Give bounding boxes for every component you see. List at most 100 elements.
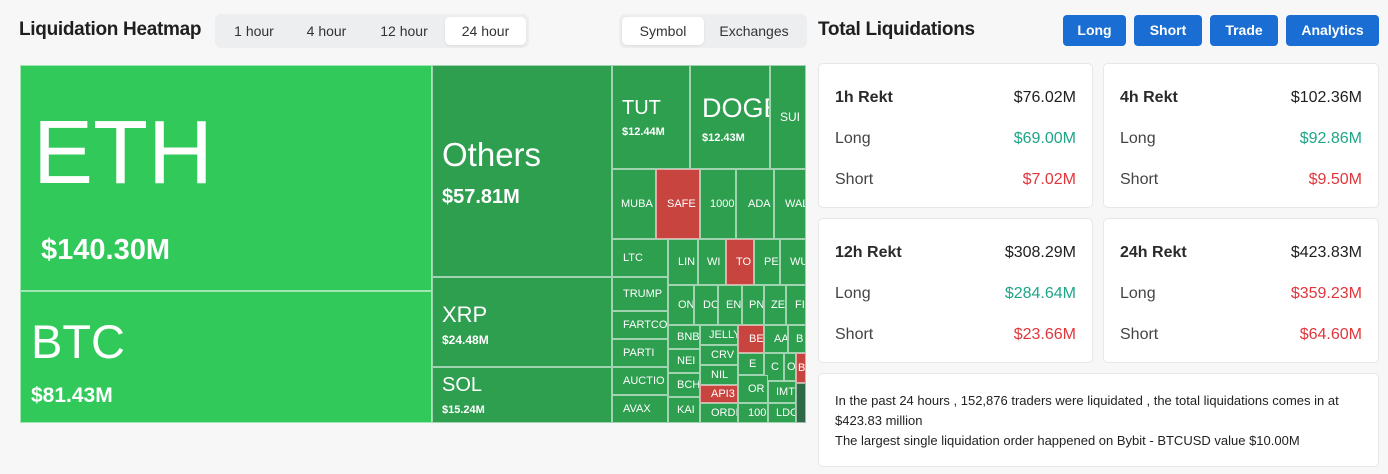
tab-4-hour[interactable]: 4 hour: [306, 23, 347, 39]
tile-fi[interactable]: FI: [786, 285, 806, 325]
tile-avax[interactable]: AVAX: [612, 395, 668, 423]
tile-symbol: DOGE: [702, 93, 769, 123]
tile-nei[interactable]: NEI: [668, 349, 700, 373]
tile-symbol: 1000: [710, 198, 735, 210]
tile-symbol: IMT: [776, 386, 795, 398]
tile-safe[interactable]: SAFE: [656, 169, 700, 239]
card-header: 1h Rekt $76.02M: [835, 89, 1076, 107]
tile-symbol: EN: [726, 299, 742, 311]
tile-symbol: Others: [442, 136, 542, 173]
tab-1-hour[interactable]: 1 hour: [234, 23, 274, 39]
card-header: 12h Rekt $308.29M: [835, 244, 1076, 262]
tab-24-hour[interactable]: 24 hour: [445, 17, 526, 45]
tile-symbol: LIN: [678, 256, 696, 268]
trade-button[interactable]: Trade: [1210, 15, 1278, 46]
tile-symbol: LDC: [776, 407, 796, 419]
tile-pn[interactable]: PN: [742, 285, 764, 325]
tile-symbol: C: [771, 361, 779, 373]
tile-ze[interactable]: ZE: [764, 285, 786, 325]
tile-jelly[interactable]: JELLY: [700, 325, 738, 345]
tile-wi[interactable]: WI: [698, 239, 726, 285]
tile-en[interactable]: EN: [718, 285, 742, 325]
tile-symbol: NIL: [711, 369, 729, 381]
tile-aa[interactable]: AA: [764, 325, 788, 353]
tile-symbol: BTC: [31, 315, 125, 368]
tile-b-2[interactable]: B: [796, 353, 806, 383]
tile-auctio[interactable]: AUCTIO: [612, 367, 668, 395]
tile-b[interactable]: B: [788, 325, 806, 353]
tile-ldc[interactable]: LDC: [768, 403, 796, 423]
tile-symbol: WI: [707, 256, 721, 268]
tile-symbol: 100: [748, 407, 767, 419]
tile-symbol: NEI: [677, 355, 696, 367]
tile-sol[interactable]: SOL $15.24M: [432, 367, 612, 423]
tile-parti[interactable]: PARTI: [612, 339, 668, 367]
card-label: 1h Rekt: [835, 89, 893, 106]
liquidation-summary: In the past 24 hours , 152,876 traders w…: [818, 373, 1379, 467]
tile-symbol: CRV: [711, 349, 735, 361]
long-amount: $284.64M: [1004, 285, 1076, 302]
tile-crv[interactable]: CRV: [700, 345, 738, 365]
tile-small-dark[interactable]: [796, 383, 806, 423]
tab-12-hour[interactable]: 12 hour: [380, 23, 428, 39]
tab-symbol[interactable]: Symbol: [622, 17, 704, 45]
tile-others[interactable]: Others $57.81M: [432, 65, 612, 277]
tile-symbol: O: [787, 361, 796, 373]
long-label: Long: [835, 130, 871, 147]
tile-doge[interactable]: DOGE $12.43M: [690, 65, 770, 169]
tile-lin[interactable]: LIN: [668, 239, 698, 285]
short-amount: $7.02M: [1022, 171, 1076, 188]
tile-api3[interactable]: API3: [700, 385, 738, 403]
tile-sui[interactable]: SUI: [770, 65, 806, 169]
tile-muba[interactable]: MUBA: [612, 169, 656, 239]
tile-wu[interactable]: WU: [780, 239, 806, 285]
tile-symbol: JELLY: [709, 329, 738, 341]
tile-imt[interactable]: IMT: [768, 381, 796, 403]
short-amount: $9.50M: [1308, 171, 1362, 188]
long-button[interactable]: Long: [1063, 15, 1126, 46]
tile-fartco[interactable]: FARTCO: [612, 311, 668, 339]
tile-bch[interactable]: BCH: [668, 373, 700, 397]
tile-tut[interactable]: TUT $12.44M: [612, 65, 690, 169]
analytics-button[interactable]: Analytics: [1286, 15, 1379, 46]
tile-eth[interactable]: ETH $140.30M: [20, 65, 432, 291]
tile-btc[interactable]: BTC $81.43M: [20, 291, 432, 423]
tile-do[interactable]: DO: [694, 285, 718, 325]
tile-symbol: OR: [748, 383, 765, 395]
tile-wal[interactable]: WAL: [774, 169, 806, 239]
tile-trump[interactable]: TRUMP: [612, 277, 668, 311]
tile-o[interactable]: O: [784, 353, 796, 381]
tile-c[interactable]: C: [764, 353, 784, 381]
tile-value: $12.43M: [702, 132, 745, 144]
card-total: $308.29M: [1004, 244, 1076, 261]
tile-on[interactable]: ON: [668, 285, 694, 325]
tile-to[interactable]: TO: [726, 239, 754, 285]
short-button[interactable]: Short: [1134, 15, 1202, 46]
tile-kai[interactable]: KAI: [668, 397, 700, 423]
card-short-row: Short $64.60M: [1120, 326, 1362, 344]
tile-1000[interactable]: 1000: [700, 169, 736, 239]
tile-100[interactable]: 100: [738, 403, 768, 423]
tile-e[interactable]: E: [738, 353, 764, 375]
long-label: Long: [835, 285, 871, 302]
tile-be[interactable]: BE: [738, 325, 764, 353]
tile-nil[interactable]: NIL: [700, 365, 738, 385]
short-amount: $23.66M: [1013, 326, 1076, 343]
tile-ltc[interactable]: LTC: [612, 239, 668, 277]
card-label: 4h Rekt: [1120, 89, 1178, 106]
short-label: Short: [1120, 171, 1159, 188]
tile-value: $140.30M: [41, 234, 170, 266]
tile-ada[interactable]: ADA: [736, 169, 774, 239]
tile-symbol: TRUMP: [623, 288, 663, 300]
card-long-row: Long $284.64M: [835, 285, 1076, 303]
tile-ordi[interactable]: ORDI: [700, 403, 738, 423]
card-total: $102.36M: [1290, 89, 1362, 106]
tile-or[interactable]: OR: [738, 375, 768, 403]
tile-xrp[interactable]: XRP $24.48M: [432, 277, 612, 367]
tile-pe[interactable]: PE: [754, 239, 780, 285]
tile-symbol: TUT: [622, 97, 661, 119]
tile-bnb[interactable]: BNB: [668, 325, 700, 349]
tile-value: $81.43M: [31, 384, 113, 407]
tile-symbol: KAI: [677, 404, 695, 416]
tab-exchanges[interactable]: Exchanges: [719, 23, 789, 39]
